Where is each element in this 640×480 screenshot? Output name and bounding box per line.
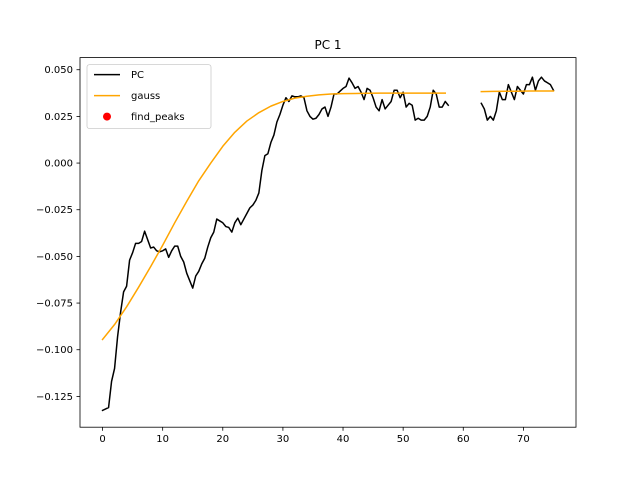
chart-title: PC 1 [314, 38, 341, 52]
x-tick-label: 50 [397, 434, 410, 445]
x-tick-label: 0 [99, 434, 105, 445]
x-tick-label: 40 [337, 434, 350, 445]
y-tick-label: −0.025 [36, 205, 73, 216]
legend-swatch-find-peaks [103, 112, 111, 121]
y-tick-label: −0.100 [36, 345, 73, 356]
series-layer [101, 76, 555, 412]
y-tick-label: −0.075 [36, 299, 73, 310]
y-axis: −0.125 −0.100 −0.075 −0.050 −0.025 0.000 0.025… [36, 65, 80, 403]
y-tick-label: 0.050 [44, 65, 73, 76]
x-tick-label: 30 [277, 434, 290, 445]
legend-label-PC: PC [131, 70, 144, 81]
x-tick-label: 70 [517, 434, 530, 445]
legend-label-find-peaks: find_peaks [131, 112, 185, 123]
legend-label-gauss: gauss [131, 91, 160, 102]
x-axis: 0 10 20 30 40 50 60 70 [99, 427, 530, 445]
y-tick-label: 0.025 [44, 112, 73, 123]
plot-border [79, 57, 577, 428]
legend: PC gauss find_peaks [86, 64, 212, 129]
x-tick-label: 20 [216, 434, 229, 445]
x-tick-label: 60 [457, 434, 470, 445]
y-tick-label: −0.125 [36, 392, 73, 403]
legend-box [86, 64, 212, 129]
series-line-PC [101, 76, 555, 412]
y-tick-label: 0.000 [44, 159, 73, 170]
y-tick-label: −0.050 [36, 252, 73, 263]
series-line-gauss [101, 90, 555, 341]
x-tick-label: 10 [156, 434, 169, 445]
